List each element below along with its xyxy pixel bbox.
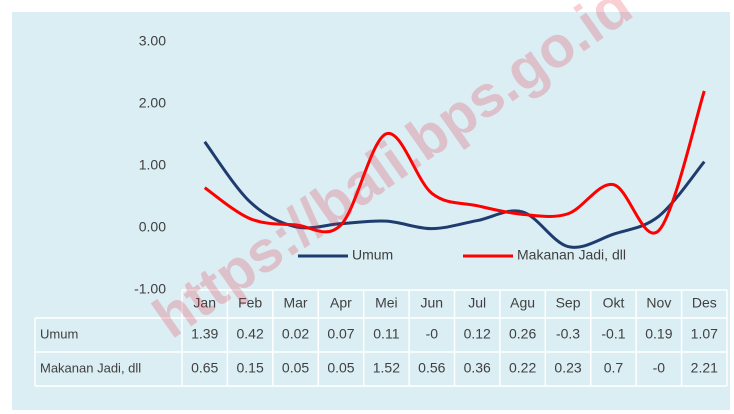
data-label: 0.02 bbox=[282, 326, 309, 342]
x-tick-label: Apr bbox=[330, 295, 352, 311]
data-label: 1.07 bbox=[691, 326, 718, 342]
y-tick-label: -1.00 bbox=[134, 281, 166, 297]
data-label: 0.56 bbox=[418, 360, 445, 376]
y-tick-label: 1.00 bbox=[139, 157, 166, 173]
data-label: 0.36 bbox=[464, 360, 491, 376]
x-tick-label: Agu bbox=[510, 295, 535, 311]
row-label: Makanan Jadi, dll bbox=[40, 360, 141, 375]
y-tick-label: 2.00 bbox=[139, 95, 166, 111]
data-label: 0.05 bbox=[327, 360, 354, 376]
data-label: -0 bbox=[426, 326, 439, 342]
data-label: 0.05 bbox=[282, 360, 309, 376]
x-tick-label: Jun bbox=[421, 295, 444, 311]
data-label: 0.7 bbox=[604, 360, 624, 376]
y-tick-label: 3.00 bbox=[139, 33, 166, 49]
data-label: 2.21 bbox=[691, 360, 718, 376]
data-label: 0.26 bbox=[509, 326, 536, 342]
x-tick-label: Mei bbox=[375, 295, 398, 311]
y-tick-label: 0.00 bbox=[139, 219, 166, 235]
x-tick-label: Nov bbox=[646, 295, 671, 311]
data-label: -0 bbox=[653, 360, 666, 376]
x-tick-label: Mar bbox=[283, 295, 307, 311]
x-tick-label: Jan bbox=[193, 295, 216, 311]
data-label: 0.11 bbox=[373, 326, 399, 342]
line-series bbox=[203, 90, 706, 235]
data-label: 0.19 bbox=[645, 326, 672, 342]
data-label: 0.22 bbox=[509, 360, 536, 376]
x-tick-label: Des bbox=[692, 295, 717, 311]
data-label: 1.52 bbox=[373, 360, 400, 376]
row-label: Umum bbox=[40, 326, 78, 341]
x-tick-label: Sep bbox=[556, 295, 581, 311]
data-label: -0.3 bbox=[556, 326, 580, 342]
data-label: 0.23 bbox=[554, 360, 581, 376]
legend-label: Umum bbox=[352, 247, 393, 263]
data-label: 0.07 bbox=[327, 326, 354, 342]
chart-background bbox=[12, 12, 730, 410]
x-tick-label: Okt bbox=[603, 295, 625, 311]
legend-label: Makanan Jadi, dll bbox=[517, 247, 626, 263]
data-label: 1.39 bbox=[191, 326, 218, 342]
data-label: 0.15 bbox=[237, 360, 264, 376]
x-tick-label: Feb bbox=[238, 295, 262, 311]
data-label: 0.65 bbox=[191, 360, 218, 376]
x-tick-label: Jul bbox=[468, 295, 486, 311]
data-label: 0.42 bbox=[237, 326, 264, 342]
data-label: 0.12 bbox=[464, 326, 491, 342]
data-label: -0.1 bbox=[601, 326, 625, 342]
